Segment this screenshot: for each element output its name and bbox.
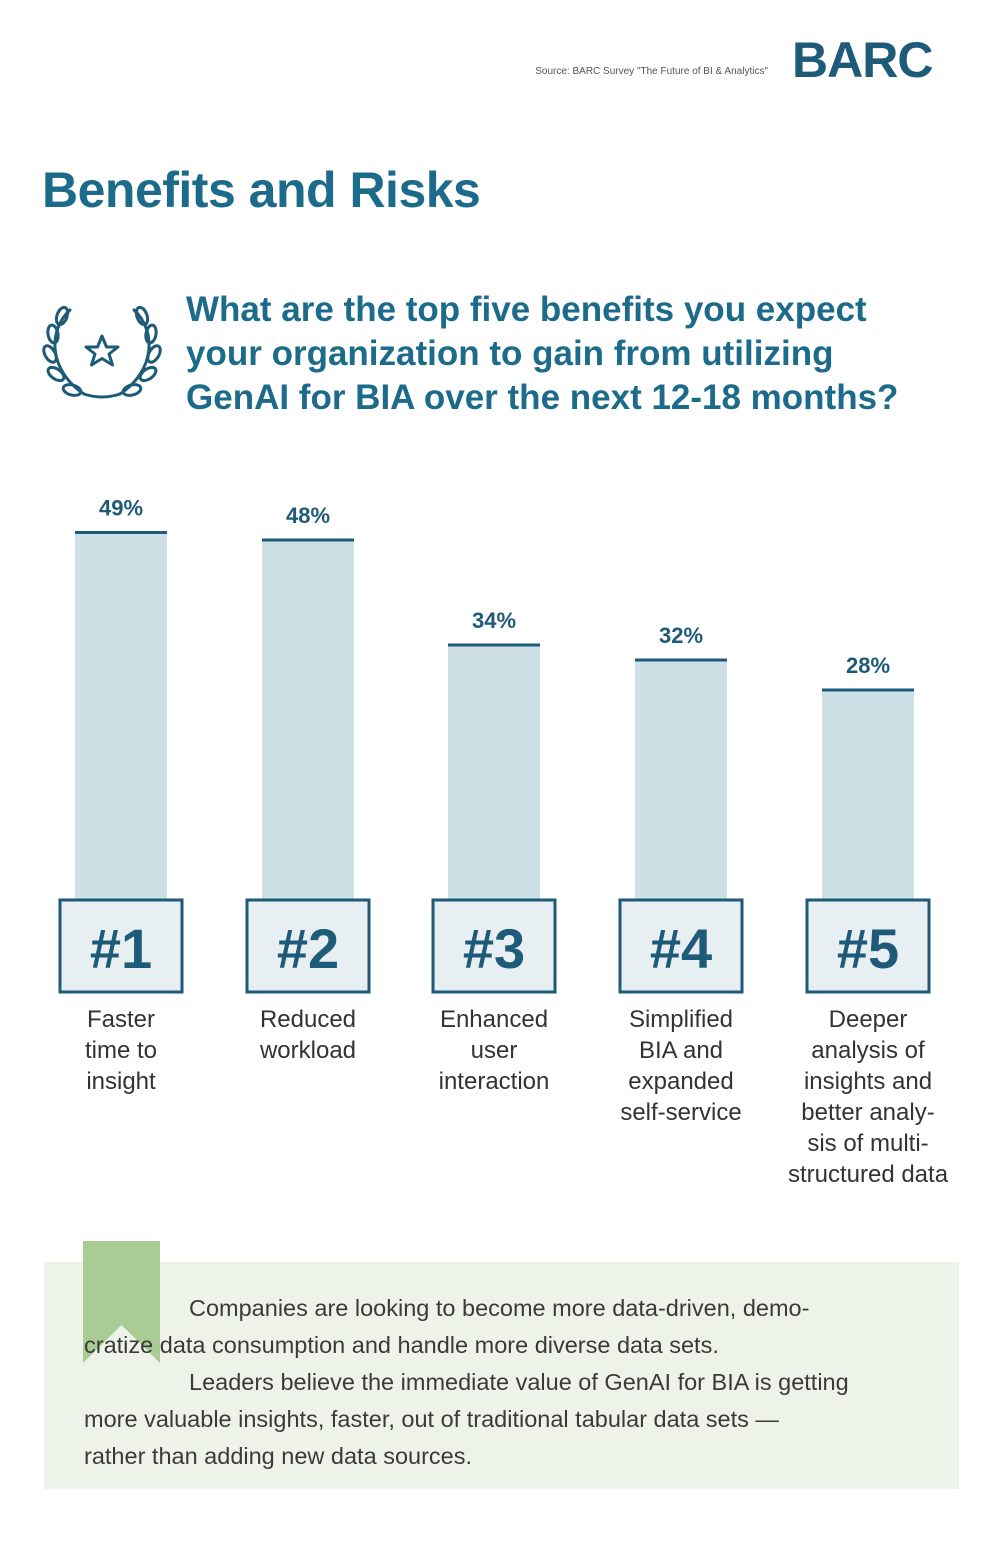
benefit-description: Simplified BIA and expanded self-service [586,1004,776,1128]
callout-box [44,1262,959,1489]
rank-label: #5 [837,917,899,980]
callout-line: cratize data consumption and handle more… [84,1332,719,1358]
question-line: your organization to gain from utilizing [186,334,834,373]
benefit-description-line: user [470,1037,518,1064]
question-title: What are the top five benefits you expec… [186,288,976,420]
benefit-description-line: Deeper [828,1006,908,1033]
question-line: What are the top five benefits you expec… [186,290,867,329]
benefit-description-line: BIA and [638,1037,724,1064]
benefit-description-line: insights and [803,1068,933,1095]
bar-value-label: 49% [99,496,143,521]
rank-box [805,898,931,994]
benefit-description-line: structured data [787,1161,949,1188]
benefit-description-line: interaction [438,1068,550,1095]
callout-text: Companies are looking to become more dat… [84,1290,944,1475]
bar [822,690,914,900]
rank-label: #2 [277,917,339,980]
bar [448,645,540,900]
rank-box [431,898,557,994]
rank-label: #4 [650,917,712,980]
bar-value-label: 32% [659,623,703,648]
callout-line: more valuable insights, faster, out of t… [84,1406,779,1432]
benefit-description-line: analysis of [811,1037,925,1064]
bar [262,540,354,900]
benefit-description-line: better analy- [801,1099,935,1126]
callout-line: rather than adding new data sources. [84,1443,473,1469]
benefit-description: Faster time to insight [26,1004,216,1097]
rank-box [245,898,371,994]
benefit-description-line: Enhanced [439,1006,549,1033]
bar-value-label: 34% [472,608,516,633]
benefit-description-line: expanded [628,1068,734,1095]
question-line: GenAI for BIA over the next 12-18 months… [186,378,899,417]
bar-value-label: 48% [286,503,330,528]
rank-box [58,898,184,994]
benefit-description-line: insight [86,1068,156,1095]
benefit-description-line: workload [259,1037,357,1064]
callout-line: Leaders believe the immediate value of G… [189,1369,849,1395]
benefit-description-line: time to [84,1037,158,1064]
benefits-bar-chart: 49% #1 48% #2 34% #3 32% #4 28% #5 [58,496,931,994]
bar [75,532,167,900]
benefit-description-line: self-service [620,1099,742,1126]
bookmark-icon [83,1241,160,1363]
bar-value-label: 28% [846,653,890,678]
laurel-star-icon [42,305,162,399]
rank-label: #3 [463,917,525,980]
benefit-description-line: sis of multi- [807,1130,929,1157]
rank-box [618,898,744,994]
benefit-description-line: Reduced [259,1006,357,1033]
source-note: Source: BARC Survey "The Future of BI & … [535,66,768,77]
page-title: Benefits and Risks [42,162,481,218]
benefit-description: Deeper analysis of insights and better anal… [773,1004,963,1190]
benefit-description: Enhanced user interaction [399,1004,589,1097]
barc-logo: BARC [792,32,933,88]
benefit-description-line: Simplified [628,1006,734,1033]
callout-line: Companies are looking to become more dat… [189,1295,810,1321]
bar [635,660,727,900]
benefit-description: Reduced workload [213,1004,403,1066]
benefit-description-line: Faster [86,1006,155,1033]
rank-label: #1 [90,917,152,980]
